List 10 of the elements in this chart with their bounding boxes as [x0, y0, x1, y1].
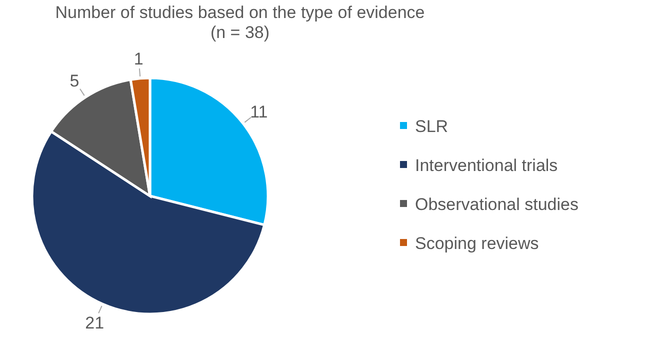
legend-label: SLR	[415, 117, 448, 136]
legend-label: Interventional trials	[415, 156, 558, 175]
chart-subtitle: (n = 38)	[210, 23, 270, 42]
data-label: 11	[250, 102, 268, 122]
legend-label: Observational studies	[415, 195, 578, 214]
chart-title: Number of studies based on the type of evidence	[55, 3, 425, 22]
data-label: 5	[70, 71, 80, 90]
data-label: 21	[85, 313, 104, 332]
data-label: 1	[134, 49, 144, 68]
legend-label: Scoping reviews	[415, 234, 539, 253]
